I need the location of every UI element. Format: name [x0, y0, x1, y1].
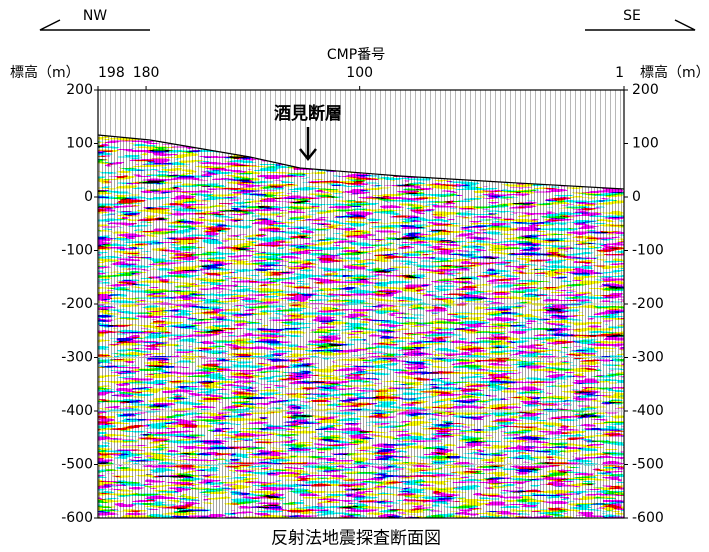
x-tick-label: 180 — [133, 65, 160, 81]
y-tick-label: -600 — [632, 510, 664, 526]
x-tick-label: 1 — [615, 65, 624, 81]
y-tick-label: 0 — [632, 189, 641, 205]
y-tick-label: 0 — [84, 189, 93, 205]
direction-right: SE — [585, 8, 695, 30]
y-tick-label: -100 — [632, 243, 664, 259]
y-tick-label: -200 — [632, 296, 664, 312]
elevation-label-right: 標高（m） — [640, 64, 709, 81]
direction-label: SE — [623, 8, 641, 24]
elevation-label-left: 標高（m） — [10, 64, 80, 81]
y-tick-label: -600 — [61, 510, 93, 526]
cmp-axis-title: CMP番号 — [327, 47, 385, 63]
y-tick-label: -500 — [61, 457, 93, 473]
seismic-figure: NW SE CMP番号 標高（m） 標高（m） 200 200 100 100 0 0 -1… — [0, 0, 709, 552]
y-tick-label: -500 — [632, 457, 664, 473]
y-tick-label: -400 — [632, 403, 664, 419]
x-tick-label: 100 — [346, 65, 373, 81]
y-tick-label: -300 — [632, 350, 664, 366]
direction-label: NW — [83, 8, 107, 24]
caption: 反射法地震探査断面図 — [271, 529, 441, 549]
y-tick-label: 100 — [66, 136, 93, 152]
y-tick-label: 200 — [632, 82, 659, 98]
fault-label: 酒見断層 — [274, 103, 342, 124]
y-tick-label: -100 — [61, 243, 93, 259]
y-tick-label: -200 — [61, 296, 93, 312]
page: NW SE CMP番号 標高（m） 標高（m） 200 200 100 100 0 0 -1… — [0, 0, 709, 552]
x-tick-label: 198 — [98, 65, 125, 81]
y-tick-label: 100 — [632, 136, 659, 152]
y-tick-label: -300 — [61, 350, 93, 366]
y-tick-label: 200 — [66, 82, 93, 98]
direction-left: NW — [40, 8, 150, 30]
y-tick-label: -400 — [61, 403, 93, 419]
